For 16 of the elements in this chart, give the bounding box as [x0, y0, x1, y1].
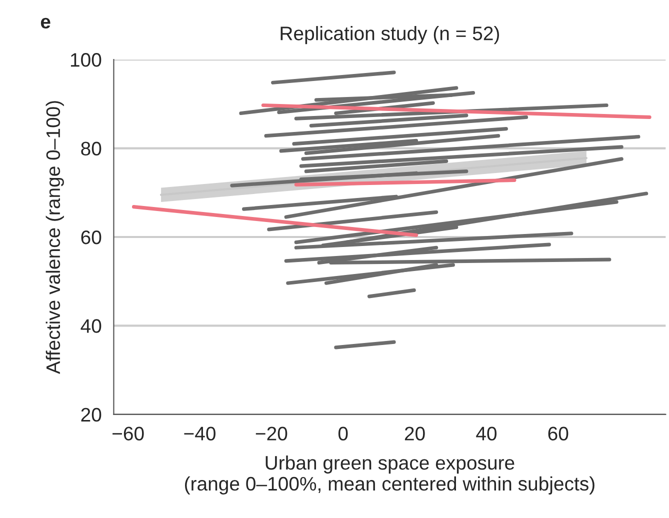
chart-title: Replication study (n = 52)	[280, 26, 500, 44]
y-tick-label: 60	[81, 230, 102, 244]
y-tick-label: 100	[70, 53, 102, 67]
x-tick-label: 40	[476, 426, 497, 440]
y-tick-label: 40	[80, 319, 102, 333]
text: e	[40, 18, 50, 29]
x-axis-title: Urban green space exposure (range 0–100%, mean centered within subjects)	[185, 455, 594, 495]
y-tick-label: 80	[81, 142, 102, 156]
x-tick-label: −60	[112, 426, 144, 440]
y-axis-title: Affective valence (range 0–100)	[46, 101, 64, 374]
y-tick-label: 20	[81, 408, 102, 422]
x-tick-label: 20	[404, 426, 425, 440]
x-tick-label: −40	[184, 426, 216, 440]
x-tick-label: −20	[256, 426, 288, 440]
x-tick-label: 60	[548, 426, 568, 440]
x-tick-label: 0	[338, 426, 348, 440]
